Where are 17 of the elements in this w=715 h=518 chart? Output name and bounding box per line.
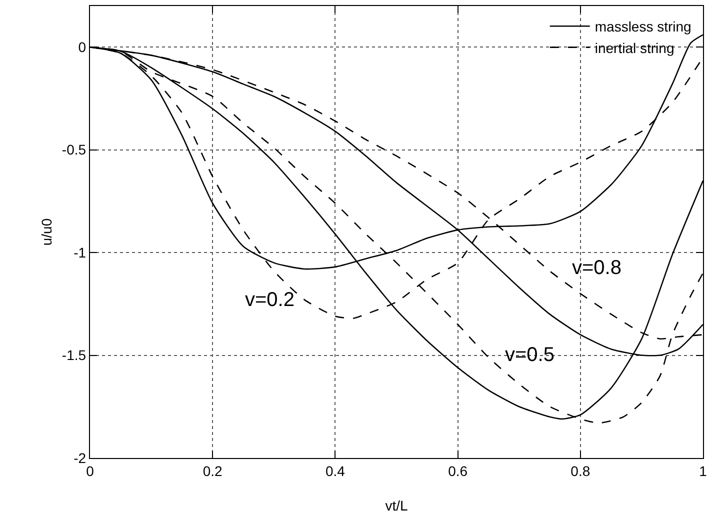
x-tick-label: 0.2 (202, 462, 223, 479)
annotation: v=0.2 (245, 289, 294, 311)
y-tick-label: 0 (78, 38, 86, 55)
y-tick-label: -1.5 (62, 347, 86, 364)
y-axis-title: u/u0 (38, 218, 55, 246)
legend-label: massless string (594, 18, 692, 35)
x-tick-label: 0.4 (325, 462, 346, 479)
annotation: v=0.8 (572, 257, 622, 279)
x-tick-label: 0.8 (570, 462, 590, 479)
annotation: v=0.5 (505, 344, 554, 366)
y-tick-label: -0.5 (62, 142, 86, 158)
x-axis-title: vt/L (385, 497, 408, 514)
y-tick-label: -2 (74, 450, 86, 466)
x-tick-label: 1 (699, 462, 708, 479)
legend-label: inertial string (594, 40, 674, 56)
y-tick-label: -1 (74, 244, 86, 260)
x-tick-label: 0.6 (448, 462, 468, 479)
